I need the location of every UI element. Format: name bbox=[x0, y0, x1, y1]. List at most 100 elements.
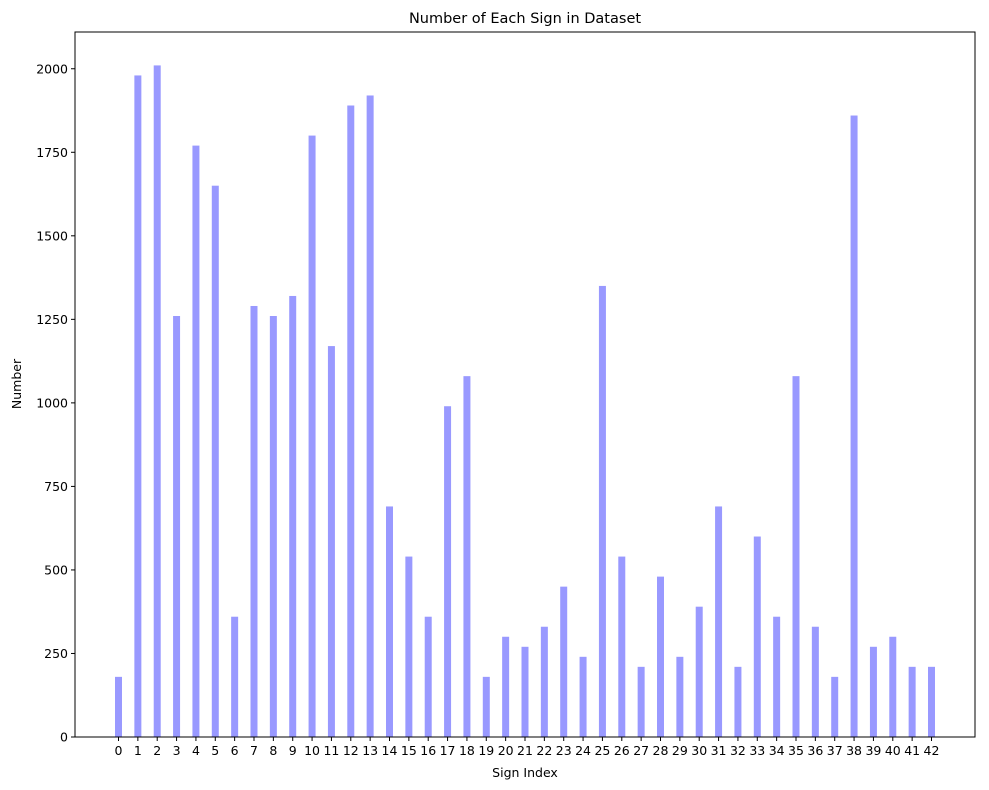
y-axis-ticks: 0 250 500 750 1000 1250 1500 1750 2000 bbox=[36, 61, 75, 745]
x-tick-label: 26 bbox=[614, 743, 630, 758]
bar-8 bbox=[269, 316, 277, 737]
x-tick-label: 40 bbox=[885, 743, 901, 758]
bar-3 bbox=[173, 316, 181, 737]
x-tick-label: 38 bbox=[846, 743, 862, 758]
bar-4 bbox=[192, 145, 200, 738]
x-tick-label: 1 bbox=[134, 743, 142, 758]
bar-26 bbox=[618, 556, 626, 737]
x-tick-label: 18 bbox=[459, 743, 475, 758]
bar-38 bbox=[850, 115, 858, 737]
x-tick-label: 4 bbox=[192, 743, 200, 758]
x-tick-label: 30 bbox=[691, 743, 707, 758]
bar-17 bbox=[444, 406, 452, 737]
bar-27 bbox=[637, 666, 645, 737]
bar-9 bbox=[289, 295, 297, 737]
x-tick-label: 22 bbox=[536, 743, 552, 758]
y-tick-label: 2000 bbox=[36, 61, 68, 76]
x-tick-label: 23 bbox=[556, 743, 572, 758]
x-tick-label: 21 bbox=[517, 743, 533, 758]
bar-35 bbox=[792, 376, 800, 737]
y-axis-label: Number bbox=[9, 358, 24, 409]
bar-6 bbox=[231, 616, 239, 737]
bar-42 bbox=[928, 666, 935, 737]
bar-23 bbox=[560, 586, 568, 737]
x-tick-label: 0 bbox=[115, 743, 123, 758]
y-tick-label: 750 bbox=[44, 479, 68, 494]
plot-frame bbox=[74, 31, 976, 738]
x-axis-ticks: 0 1 2 3 4 5 6 7 8 9 10 11 12 13 14 15 16 17 18 19 20 21 22 23 24… bbox=[115, 737, 940, 758]
x-tick-label: 39 bbox=[865, 743, 881, 758]
bar-14 bbox=[386, 506, 393, 737]
bar-12 bbox=[347, 105, 355, 737]
x-tick-label: 15 bbox=[401, 743, 417, 758]
y-tick-label: 1250 bbox=[36, 312, 68, 327]
x-tick-label: 36 bbox=[807, 743, 823, 758]
bar-28 bbox=[657, 576, 664, 737]
bar-15 bbox=[405, 556, 413, 737]
x-tick-label: 28 bbox=[653, 743, 669, 758]
x-tick-label: 41 bbox=[904, 743, 920, 758]
x-tick-label: 8 bbox=[269, 743, 277, 758]
y-tick-label: 1750 bbox=[36, 145, 68, 160]
x-tick-label: 14 bbox=[382, 743, 398, 758]
bar-33 bbox=[753, 536, 761, 737]
x-tick-label: 7 bbox=[250, 743, 258, 758]
x-tick-label: 17 bbox=[440, 743, 456, 758]
bar-16 bbox=[424, 616, 432, 737]
x-tick-label: 20 bbox=[498, 743, 514, 758]
bar-36 bbox=[811, 626, 819, 737]
x-tick-label: 29 bbox=[672, 743, 688, 758]
bar-24 bbox=[579, 656, 587, 737]
x-axis-label: Sign Index bbox=[492, 765, 558, 780]
y-tick-label: 0 bbox=[60, 730, 68, 745]
x-tick-label: 6 bbox=[231, 743, 239, 758]
x-tick-label: 2 bbox=[153, 743, 161, 758]
x-tick-label: 25 bbox=[594, 743, 610, 758]
bar-11 bbox=[327, 346, 335, 737]
bars-group bbox=[115, 65, 935, 738]
bar-7 bbox=[250, 305, 258, 737]
bar-31 bbox=[715, 506, 723, 737]
x-tick-label: 9 bbox=[289, 743, 297, 758]
x-tick-label: 27 bbox=[633, 743, 649, 758]
y-tick-label: 1000 bbox=[36, 395, 68, 410]
bar-40 bbox=[889, 636, 897, 737]
x-tick-label: 34 bbox=[769, 743, 785, 758]
bar-25 bbox=[598, 285, 606, 737]
bar-2 bbox=[153, 65, 161, 737]
bar-29 bbox=[676, 656, 684, 737]
bar-0 bbox=[115, 676, 122, 737]
bar-41 bbox=[908, 666, 916, 737]
x-tick-label: 16 bbox=[420, 743, 436, 758]
x-tick-label: 42 bbox=[924, 743, 940, 758]
bar-30 bbox=[695, 606, 703, 737]
x-tick-label: 13 bbox=[362, 743, 378, 758]
x-tick-label: 32 bbox=[730, 743, 746, 758]
x-tick-label: 31 bbox=[711, 743, 727, 758]
x-tick-label: 11 bbox=[323, 743, 339, 758]
bar-37 bbox=[831, 676, 839, 737]
y-tick-label: 500 bbox=[44, 562, 68, 577]
x-tick-label: 5 bbox=[211, 743, 219, 758]
bar-19 bbox=[482, 676, 490, 737]
bar-13 bbox=[366, 95, 374, 738]
bar-32 bbox=[734, 666, 742, 737]
x-tick-label: 10 bbox=[304, 743, 320, 758]
bar-34 bbox=[773, 616, 781, 737]
x-tick-label: 35 bbox=[788, 743, 804, 758]
bar-22 bbox=[540, 626, 548, 737]
bar-5 bbox=[211, 185, 219, 737]
bar-21 bbox=[521, 646, 529, 737]
y-tick-label: 1500 bbox=[36, 228, 68, 243]
bar-20 bbox=[502, 636, 510, 737]
chart-title: Number of Each Sign in Dataset bbox=[409, 11, 641, 27]
bar-18 bbox=[463, 376, 471, 737]
x-tick-label: 37 bbox=[827, 743, 843, 758]
x-tick-label: 12 bbox=[343, 743, 359, 758]
x-tick-label: 3 bbox=[173, 743, 181, 758]
x-tick-label: 24 bbox=[575, 743, 591, 758]
x-tick-label: 19 bbox=[478, 743, 494, 758]
y-tick-label: 250 bbox=[44, 646, 68, 661]
bar-1 bbox=[134, 75, 142, 737]
